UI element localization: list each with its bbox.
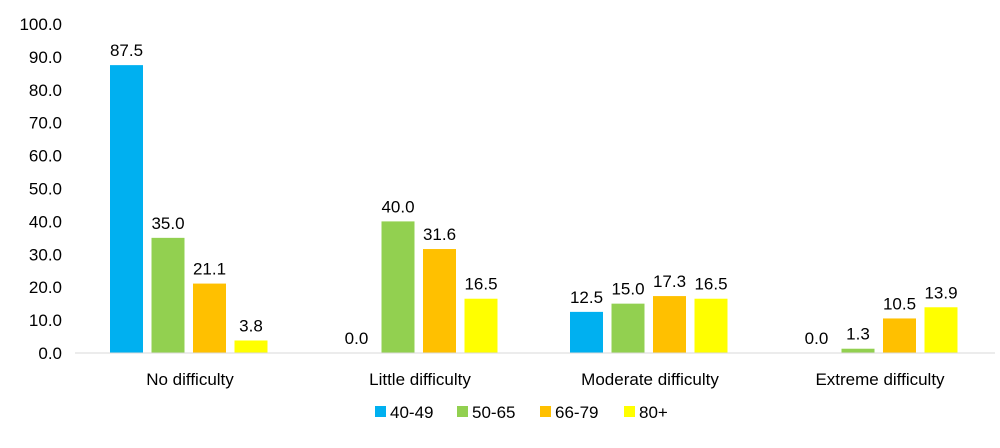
legend-item: 66-79 — [540, 403, 598, 422]
y-axis: 0.0 10.0 20.0 30.0 40.0 50.0 60.0 70.0 80.0 90.0 1… — [19, 15, 62, 363]
bar-66-79-0 — [193, 283, 226, 353]
y-tick-label: 70.0 — [29, 114, 62, 133]
y-tick-label: 0.0 — [38, 344, 62, 363]
y-tick-label: 100.0 — [19, 15, 62, 34]
data-label: 13.9 — [924, 283, 957, 302]
bar-80+-0 — [234, 340, 268, 353]
legend-label: 40-49 — [390, 403, 433, 422]
legend-label: 66-79 — [555, 403, 598, 422]
x-tick-label: Extreme difficulty — [815, 370, 945, 389]
data-label: 87.5 — [110, 41, 143, 60]
data-label: 16.5 — [464, 275, 497, 294]
bar-66-79-2 — [653, 296, 686, 353]
y-tick-label: 50.0 — [29, 180, 62, 199]
y-tick-label: 60.0 — [29, 147, 62, 166]
bars: 87.5 35.0 21.1 3.8 0.0 40.0 31.6 16.5 12.5 15.0 17… — [110, 41, 958, 353]
data-label: 16.5 — [694, 275, 727, 294]
legend-item: 50-65 — [457, 403, 515, 422]
y-tick-label: 30.0 — [29, 245, 62, 264]
y-tick-label: 80.0 — [29, 81, 62, 100]
x-tick-label: Moderate difficulty — [581, 370, 719, 389]
data-label: 35.0 — [151, 214, 184, 233]
legend: 40-49 50-65 66-79 80+ — [375, 403, 668, 422]
data-label: 40.0 — [381, 197, 414, 216]
data-label: 21.1 — [193, 260, 226, 279]
y-tick-label: 10.0 — [29, 311, 62, 330]
data-label: 0.0 — [805, 329, 829, 348]
legend-item: 80+ — [624, 403, 668, 422]
data-label: 31.6 — [423, 225, 456, 244]
bar-40-49-2 — [570, 311, 603, 353]
bar-50-65-0 — [151, 237, 185, 353]
data-label: 3.8 — [239, 316, 263, 335]
data-label: 12.5 — [570, 288, 603, 307]
bar-50-65-2 — [611, 303, 645, 353]
legend-swatch — [540, 406, 551, 417]
bar-66-79-1 — [423, 249, 456, 353]
legend-swatch — [457, 406, 468, 417]
bar-50-65-1 — [381, 221, 415, 353]
x-axis: No difficulty Little difficulty Moderate d… — [146, 370, 945, 389]
data-label: 17.3 — [653, 272, 686, 291]
legend-swatch — [375, 406, 386, 417]
legend-item: 40-49 — [375, 403, 433, 422]
y-tick-label: 20.0 — [29, 278, 62, 297]
data-label: 0.0 — [345, 329, 369, 348]
x-tick-label: Little difficulty — [369, 370, 471, 389]
y-tick-label: 90.0 — [29, 48, 62, 67]
bar-50-65-3 — [841, 348, 875, 353]
legend-label: 80+ — [639, 403, 668, 422]
x-tick-label: No difficulty — [146, 370, 234, 389]
bar-40-49-0 — [110, 65, 143, 353]
data-label: 15.0 — [611, 280, 644, 299]
legend-label: 50-65 — [472, 403, 515, 422]
data-label: 1.3 — [846, 325, 870, 344]
data-label: 10.5 — [883, 294, 916, 313]
bar-80+-3 — [924, 307, 958, 353]
bar-80+-2 — [694, 298, 728, 353]
legend-swatch — [624, 406, 635, 417]
y-tick-label: 40.0 — [29, 212, 62, 231]
bar-66-79-3 — [883, 318, 916, 353]
bar-80+-1 — [464, 298, 498, 353]
